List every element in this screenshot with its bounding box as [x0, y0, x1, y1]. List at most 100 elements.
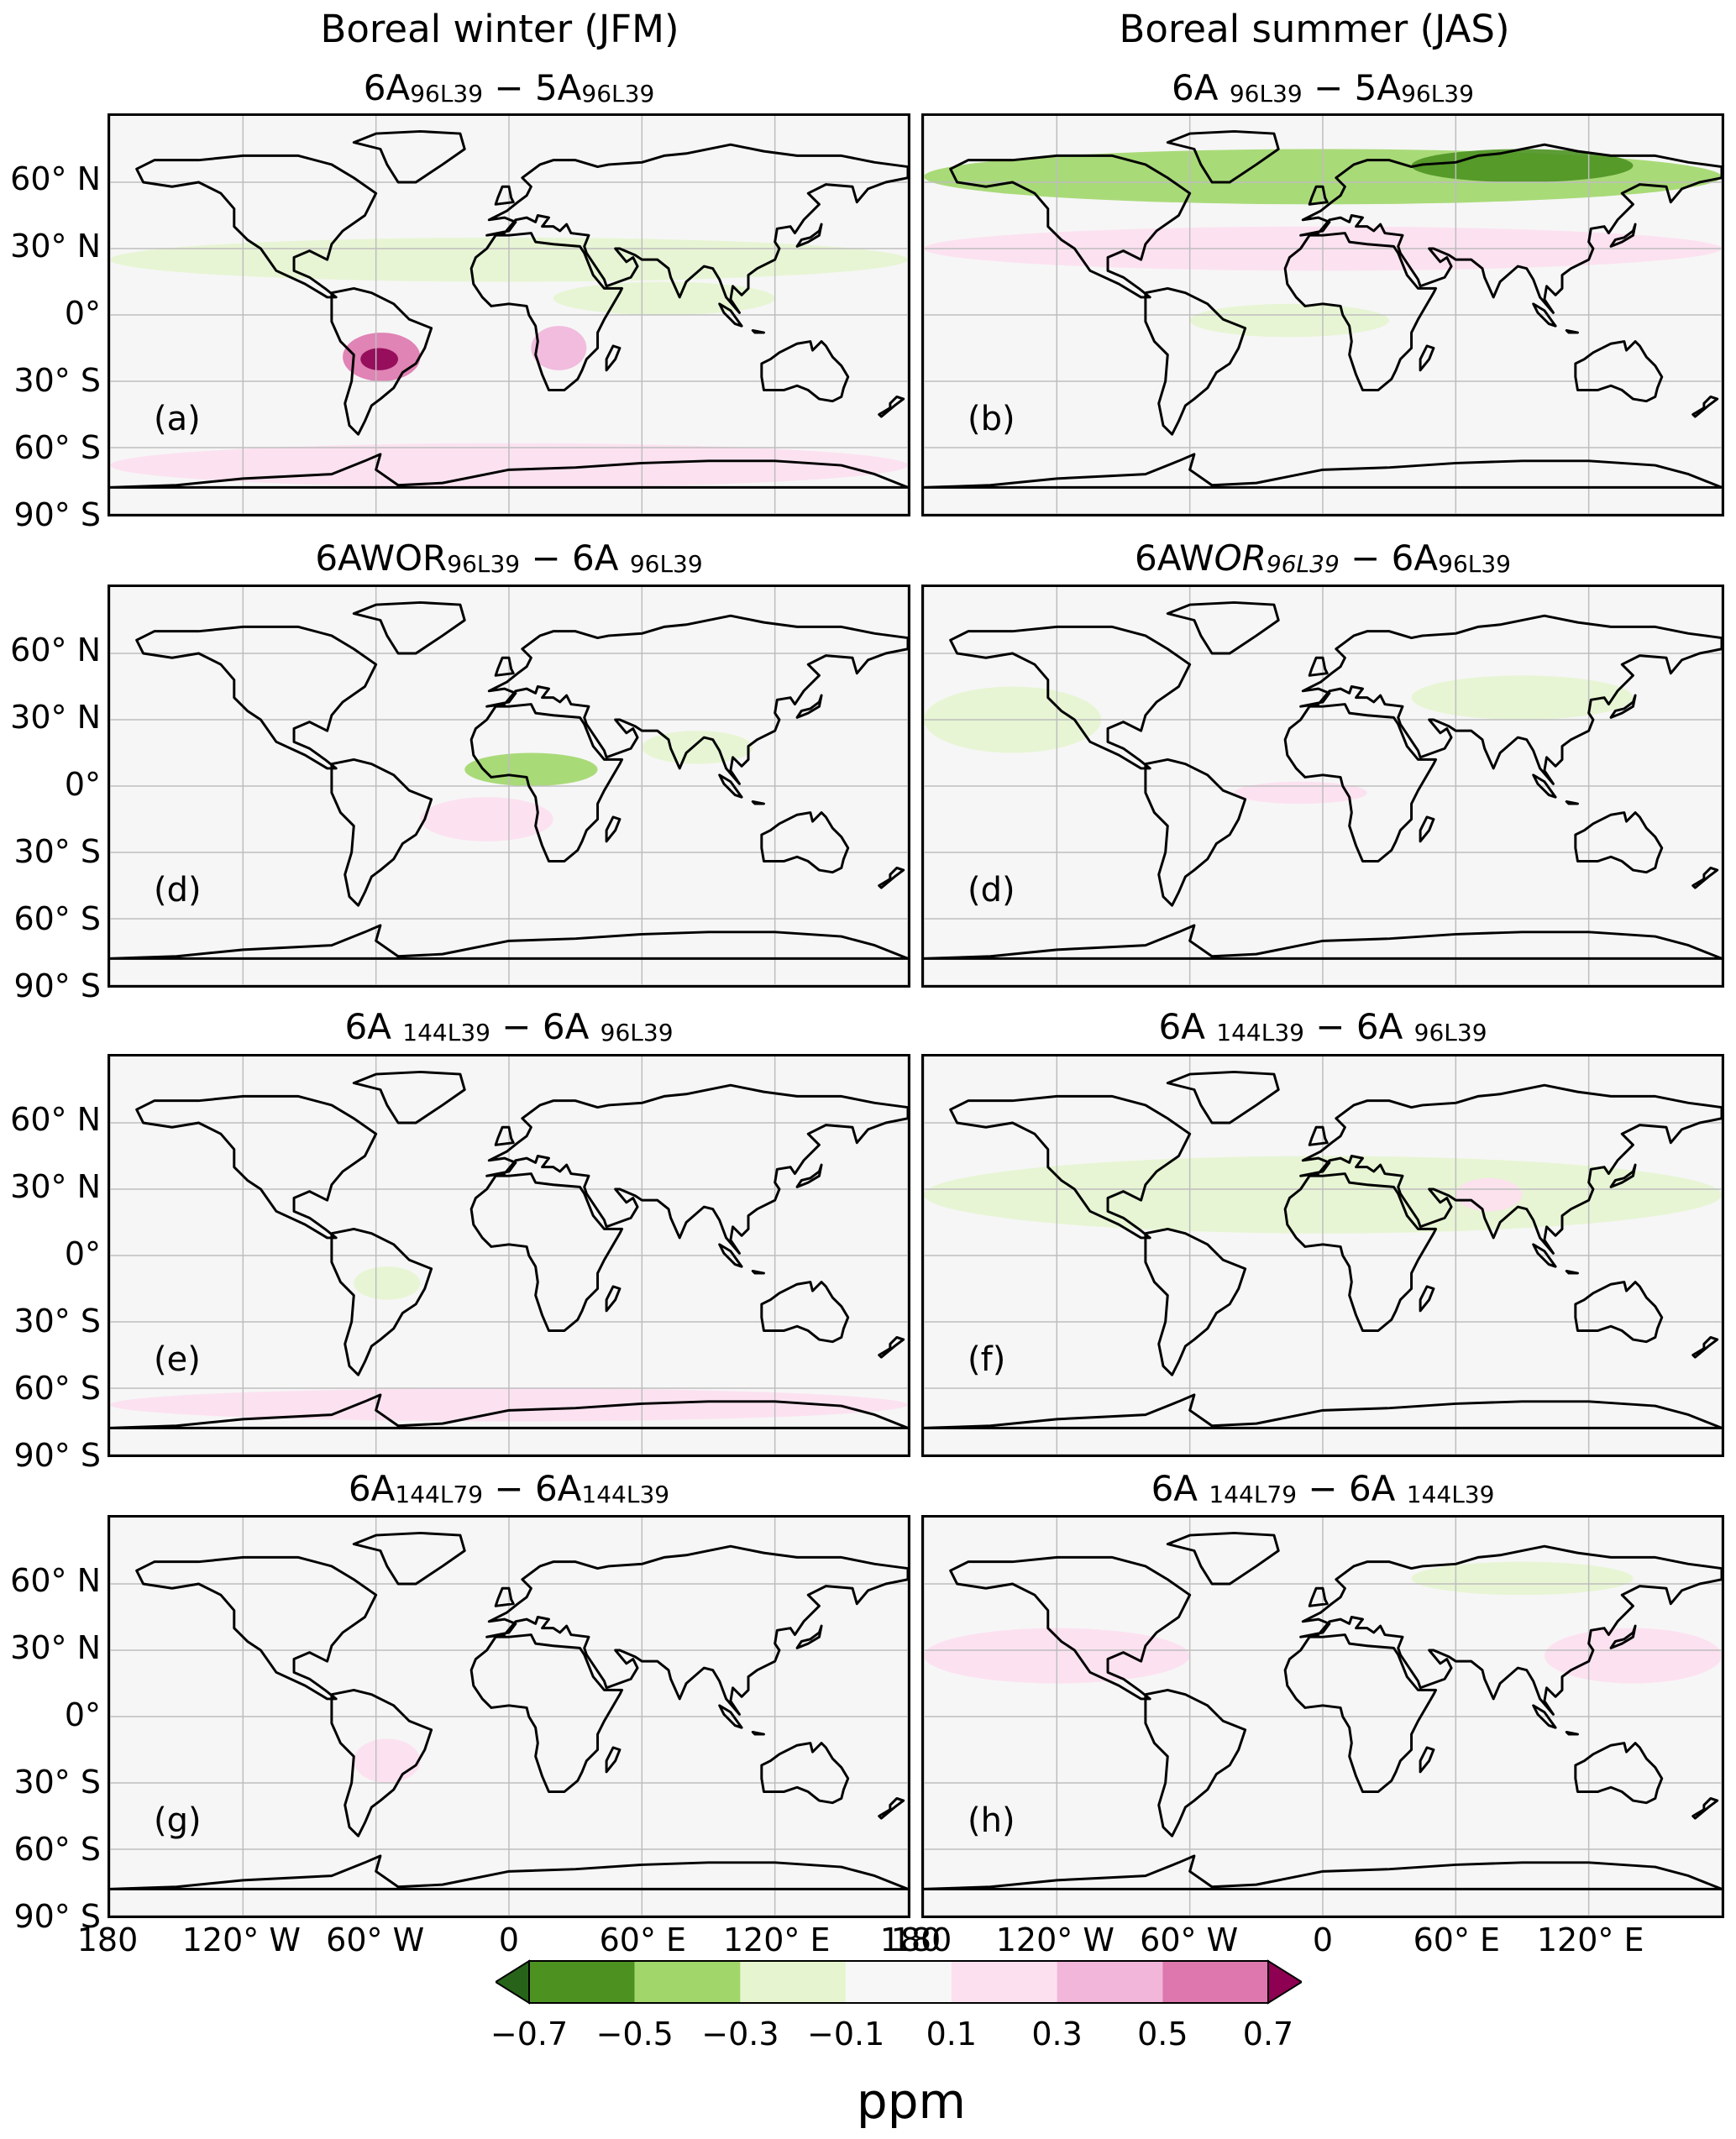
coastline [760, 1742, 850, 1805]
coastline [605, 1746, 621, 1774]
lon-tick-label: 60° E [1413, 1921, 1501, 1958]
lat-tick-label: 60° S [13, 900, 101, 937]
coastline [924, 1854, 1722, 1890]
coastline [1283, 703, 1438, 863]
lon-tick-label: 120° E [722, 1921, 831, 1958]
coastline [605, 344, 621, 372]
lat-tick-label: 60° S [13, 429, 101, 466]
coastline [1283, 232, 1438, 392]
coastline [924, 1393, 1722, 1429]
coastline [110, 453, 908, 489]
lat-tick-label: 30° S [13, 362, 101, 399]
colorbar-extend-low [496, 1959, 530, 2005]
coastline [1691, 395, 1719, 418]
colorbar-tick-label: −0.1 [807, 2016, 885, 2052]
anomaly-region [1189, 303, 1390, 338]
lat-tick-label: 90° S [13, 496, 101, 533]
lat-tick-label: 0° [64, 1235, 101, 1272]
lat-tick-label: 30° S [13, 1764, 101, 1801]
coastline [1532, 773, 1557, 799]
lon-tick-label: 180 [890, 1921, 952, 1958]
coastline [1691, 1335, 1719, 1359]
coastline [1609, 1163, 1637, 1188]
lat-tick-label: 30° N [10, 699, 101, 736]
coastline [1574, 340, 1664, 403]
coastline [494, 1586, 515, 1607]
colorbar-bin [634, 1961, 741, 2003]
coastline [1532, 1243, 1557, 1268]
coastline [330, 286, 433, 436]
lat-tick-label: 60° N [10, 1101, 101, 1138]
map-panel-a: (a) [108, 113, 910, 516]
coastline [110, 924, 908, 960]
coastline [1299, 1544, 1722, 1716]
lon-tick-label: 120° W [181, 1921, 301, 1958]
coastline [1144, 1227, 1247, 1376]
panel-label-b: (b) [964, 400, 1019, 438]
map-panel-f: (f) [921, 1054, 1724, 1457]
panel-title-h: 6A 144L79 − 6A 144L39 [1151, 1468, 1495, 1509]
colorbar-tick-label: −0.7 [490, 2016, 569, 2052]
coastline [1609, 223, 1637, 248]
coastline [1574, 1742, 1664, 1805]
coastline [718, 302, 743, 328]
panel-title-b: 6A 96L39 − 5A96L39 [1172, 67, 1474, 108]
coastline [1144, 1688, 1247, 1838]
map-canvas [110, 1056, 908, 1455]
map-panel-h: (h) [921, 1515, 1724, 1918]
panel-label-e: (e) [150, 1340, 204, 1379]
coastline [1299, 143, 1722, 314]
colorbar-bin [740, 1961, 847, 2003]
anomaly-region [1411, 149, 1634, 182]
coastline [1565, 328, 1579, 334]
map-canvas [924, 116, 1722, 514]
colorbar-bin [1162, 1961, 1268, 2003]
coastline [795, 1163, 823, 1188]
coastline [1166, 1531, 1280, 1586]
lat-tick-label: 60° S [13, 1370, 101, 1407]
colorbar-bin [846, 1961, 952, 2003]
coastline [330, 1688, 433, 1838]
panel-title-d: 6AWOR96L39 − 6A96L39 [1134, 537, 1511, 579]
coastline [1144, 286, 1247, 436]
map-panel-c: (d) [108, 585, 910, 988]
coastline [1419, 1285, 1435, 1313]
colorbar-tick-label: 0.1 [926, 2016, 978, 2052]
coastline [795, 223, 823, 248]
coastline [878, 1335, 905, 1359]
panel-label-d: (d) [964, 871, 1019, 910]
coastline [1565, 1269, 1579, 1275]
coastline [1609, 1624, 1637, 1649]
map-canvas [924, 587, 1722, 985]
lon-tick-label: 120° E [1536, 1921, 1644, 1958]
coastline [1308, 1125, 1329, 1146]
anomaly-region [354, 1266, 421, 1300]
map-canvas [110, 116, 908, 514]
map-canvas [110, 587, 908, 985]
coastline [494, 1125, 515, 1146]
panel-title-a: 6A96L39 − 5A96L39 [363, 67, 655, 108]
map-canvas [924, 1518, 1722, 1916]
lon-tick-label: 0 [498, 1921, 520, 1958]
coastline [135, 1094, 378, 1240]
coastline [718, 1243, 743, 1268]
anomaly-region [420, 797, 553, 841]
coastline [949, 154, 1192, 299]
panel-label-h: (h) [964, 1801, 1019, 1840]
map-canvas [110, 1518, 908, 1916]
lat-tick-label: 30° S [13, 833, 101, 870]
coastline [469, 1172, 624, 1333]
colorbar-bin [951, 1961, 1057, 2003]
coastline [1283, 1633, 1438, 1794]
colorbar-tick-label: −0.5 [595, 2016, 674, 2052]
anomaly-region [354, 1738, 421, 1783]
anomaly-region [531, 326, 587, 370]
anomaly-region [1234, 781, 1367, 805]
lat-tick-label: 0° [64, 1696, 101, 1733]
panel-label-g: (g) [150, 1801, 205, 1840]
colorbar-tick-label: −0.3 [701, 2016, 779, 2052]
lon-tick-label: 60° W [326, 1921, 425, 1958]
anomaly-region [1455, 1177, 1523, 1212]
map-panel-g: (g) [108, 1515, 910, 1918]
anomaly-region [1411, 1561, 1634, 1596]
